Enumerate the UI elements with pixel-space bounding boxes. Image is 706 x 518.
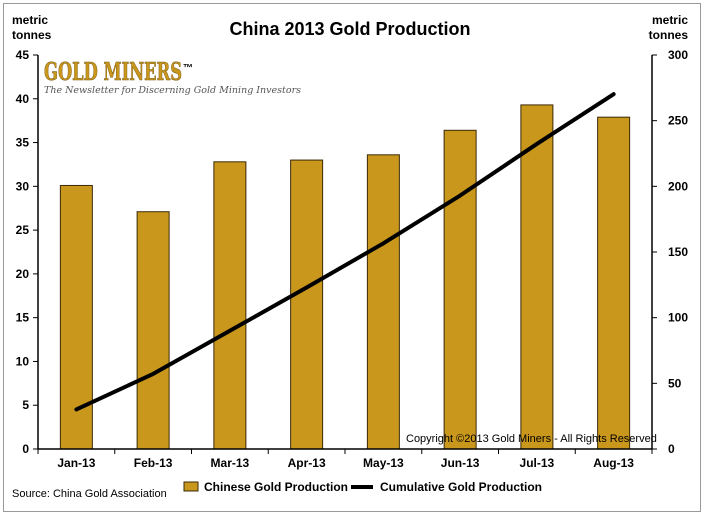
left-tick-label: 45 xyxy=(16,48,30,62)
gold-miners-logo: GOLD MINERS ™ The Newsletter for Discern… xyxy=(44,57,301,96)
left-tick-label: 15 xyxy=(16,311,30,325)
line-series xyxy=(74,92,616,412)
copyright-note: Copyright ©2013 Gold Miners - All Rights… xyxy=(406,433,657,445)
legend-bar-swatch xyxy=(183,481,199,492)
cumulative-line xyxy=(74,92,616,412)
logo-trademark: ™ xyxy=(183,63,193,74)
bar-series xyxy=(59,104,631,450)
right-axis-unit-line1: metric xyxy=(652,13,688,27)
right-tick-label: 0 xyxy=(668,442,675,456)
right-tick-label: 150 xyxy=(668,245,688,259)
x-tick-label: May-13 xyxy=(363,456,404,470)
x-tick-label: Feb-13 xyxy=(134,456,173,470)
right-tick-label: 50 xyxy=(668,376,682,390)
bar-may-13 xyxy=(366,154,400,450)
bar-aug-13 xyxy=(597,116,631,450)
right-tick-label: 200 xyxy=(668,179,688,193)
x-tick-label: Apr-13 xyxy=(288,456,326,470)
axes xyxy=(33,54,657,454)
left-tick-label: 0 xyxy=(22,442,29,456)
left-tick-label: 40 xyxy=(16,92,30,106)
left-tick-label: 30 xyxy=(16,179,30,193)
x-tick-label: Jul-13 xyxy=(520,456,555,470)
legend-line-label: Cumulative Gold Production xyxy=(380,480,542,494)
chart-frame xyxy=(3,3,701,512)
bar-feb-13 xyxy=(136,211,170,450)
logo-wordmark: GOLD MINERS xyxy=(44,57,182,86)
chart-title: China 2013 Gold Production xyxy=(229,19,470,39)
right-tick-label: 100 xyxy=(668,311,688,325)
x-tick-label: Mar-13 xyxy=(211,456,250,470)
right-tick-label: 300 xyxy=(668,48,688,62)
left-tick-label: 20 xyxy=(16,267,30,281)
left-axis-unit-line1: metric xyxy=(12,13,48,27)
left-tick-label: 25 xyxy=(16,223,30,237)
bar-apr-13 xyxy=(290,159,324,450)
left-axis-unit-line2: tonnes xyxy=(12,28,52,42)
legend: Chinese Gold Production Cumulative Gold … xyxy=(183,480,542,494)
source-note: Source: China Gold Association xyxy=(12,488,167,500)
right-axis-unit-line2: tonnes xyxy=(649,28,689,42)
x-tick-label: Jun-13 xyxy=(441,456,480,470)
bar-jun-13 xyxy=(443,129,477,450)
bar-mar-13 xyxy=(213,161,247,450)
left-tick-label: 10 xyxy=(16,354,30,368)
x-tick-label: Aug-13 xyxy=(593,456,634,470)
logo-tagline: The Newsletter for Discerning Gold Minin… xyxy=(44,85,301,96)
bar-jul-13 xyxy=(520,104,554,450)
right-tick-label: 250 xyxy=(668,114,688,128)
left-tick-label: 5 xyxy=(22,398,29,412)
legend-bar-label: Chinese Gold Production xyxy=(204,480,348,494)
tick-labels: 0 5 10 15 20 25 30 35 40 45 0 50 100 150 200 250 300 Jan-… xyxy=(16,48,689,470)
left-tick-label: 35 xyxy=(16,136,30,150)
x-tick-label: Jan-13 xyxy=(57,456,95,470)
